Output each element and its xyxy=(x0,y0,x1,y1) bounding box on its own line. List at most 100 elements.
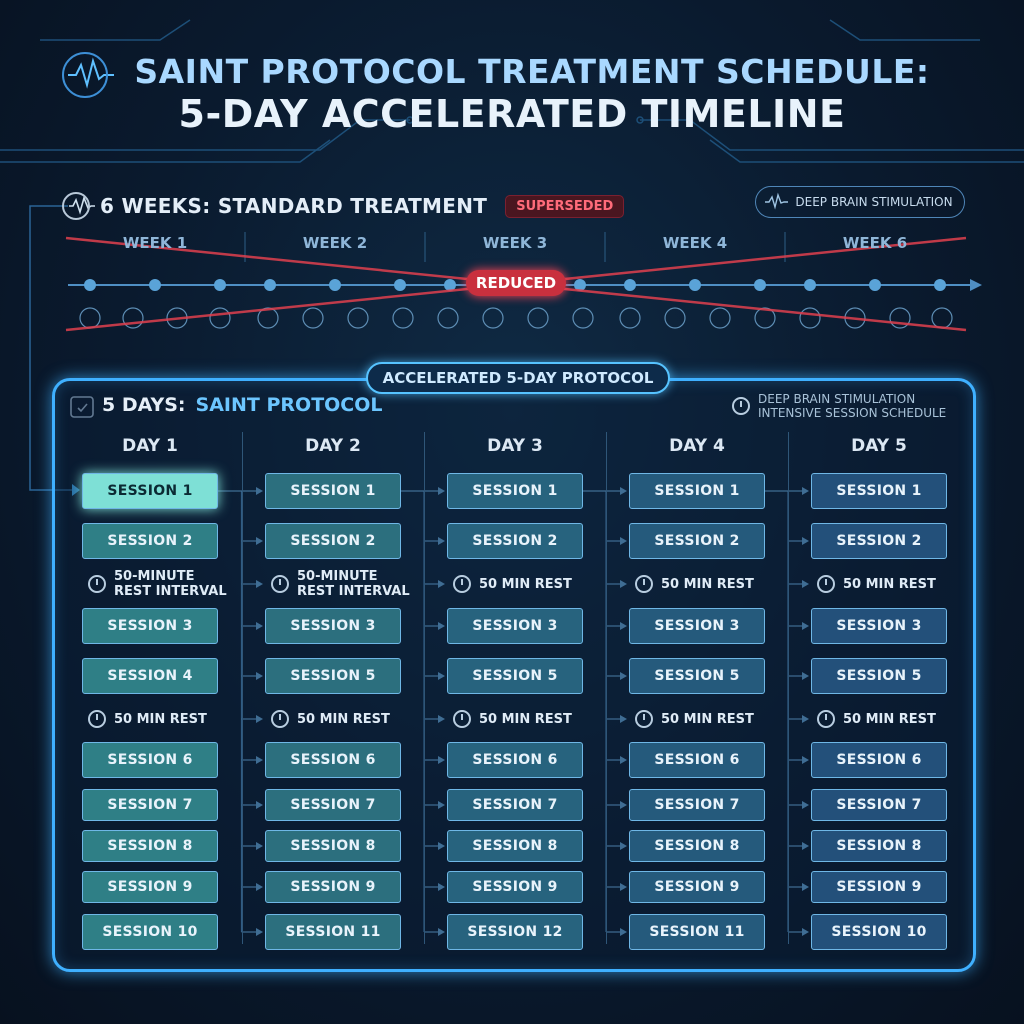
session-box[interactable]: SESSION 6 xyxy=(447,742,583,778)
session-box[interactable]: SESSION 2 xyxy=(82,523,218,559)
brain-icon xyxy=(209,307,231,329)
session-box[interactable]: SESSION 3 xyxy=(629,608,765,644)
rest-label: 50 MIN REST xyxy=(479,576,572,592)
brain-icon xyxy=(527,307,549,329)
session-box[interactable]: SESSION 1 xyxy=(265,473,401,509)
arrow-head xyxy=(620,672,627,680)
rest-interval: 50 MIN REST xyxy=(635,566,754,602)
clock-icon xyxy=(635,575,653,593)
session-box[interactable]: SESSION 3 xyxy=(82,608,218,644)
session-box[interactable]: SESSION 9 xyxy=(82,871,218,903)
session-box[interactable]: SESSION 5 xyxy=(629,658,765,694)
session-box[interactable]: SESSION 3 xyxy=(265,608,401,644)
clock-icon xyxy=(271,575,289,593)
day-name: DAY 1 xyxy=(122,436,178,456)
arrow-head xyxy=(438,801,445,809)
session-box[interactable]: SESSION 9 xyxy=(811,871,947,903)
timeline-node xyxy=(689,279,701,291)
session-box[interactable]: SESSION 1 xyxy=(447,473,583,509)
brain-icon xyxy=(889,307,911,329)
clock-icon xyxy=(635,710,653,728)
brain-icon xyxy=(799,307,821,329)
session-box[interactable]: SESSION 1 xyxy=(82,473,218,509)
week-label: WEEK 3 xyxy=(482,234,548,252)
clock-icon xyxy=(817,575,835,593)
rest-label: 50-MINUTE REST INTERVAL xyxy=(297,569,410,599)
session-box[interactable]: SESSION 8 xyxy=(629,830,765,862)
session-box[interactable]: SESSION 7 xyxy=(629,789,765,821)
arrow-head xyxy=(802,580,809,588)
rest-label: 50 MIN REST xyxy=(114,711,207,727)
brain-icon xyxy=(572,307,594,329)
timeline-node xyxy=(624,279,636,291)
session-box[interactable]: SESSION 8 xyxy=(447,830,583,862)
dbs-pill-label: DEEP BRAIN STIMULATION xyxy=(795,195,953,209)
reduced-badge: REDUCED xyxy=(466,270,566,296)
arrow-head xyxy=(438,672,445,680)
session-box[interactable]: SESSION 11 xyxy=(265,914,401,950)
session-box[interactable]: SESSION 6 xyxy=(82,742,218,778)
dbs-note-line2: INTENSIVE SESSION SCHEDULE xyxy=(758,406,947,420)
session-box[interactable]: SESSION 2 xyxy=(265,523,401,559)
session-box[interactable]: SESSION 3 xyxy=(811,608,947,644)
rest-interval: 50 MIN REST xyxy=(817,701,936,737)
brain-icon xyxy=(257,307,279,329)
arrow-head xyxy=(802,928,809,936)
session-box[interactable]: SESSION 1 xyxy=(629,473,765,509)
session-box[interactable]: SESSION 8 xyxy=(811,830,947,862)
arrow-head xyxy=(256,715,263,723)
session-box[interactable]: SESSION 7 xyxy=(265,789,401,821)
brain-icon xyxy=(931,307,953,329)
arrow-head xyxy=(620,801,627,809)
timeline-node xyxy=(264,279,276,291)
accelerated-protocol-banner: ACCELERATED 5-DAY PROTOCOL xyxy=(366,362,670,394)
session-box[interactable]: SESSION 9 xyxy=(265,871,401,903)
session-box[interactable]: SESSION 8 xyxy=(82,830,218,862)
standard-treatment-title: 6 WEEKS: STANDARD TREATMENT xyxy=(100,194,488,218)
rest-interval: 50 MIN REST xyxy=(817,566,936,602)
arrow-head xyxy=(620,756,627,764)
arrow-head xyxy=(620,487,627,495)
session-box[interactable]: SESSION 11 xyxy=(629,914,765,950)
clock-icon xyxy=(88,710,106,728)
session-box[interactable]: SESSION 6 xyxy=(265,742,401,778)
standard-treatment-header: 6 WEEKS: STANDARD TREATMENT SUPERSEDED xyxy=(62,192,625,220)
session-box[interactable]: SESSION 4 xyxy=(82,658,218,694)
arrow-head xyxy=(620,842,627,850)
session-box[interactable]: SESSION 2 xyxy=(629,523,765,559)
session-box[interactable]: SESSION 2 xyxy=(811,523,947,559)
session-box[interactable]: SESSION 7 xyxy=(811,789,947,821)
session-box[interactable]: SESSION 7 xyxy=(82,789,218,821)
arrow-head xyxy=(438,842,445,850)
arrow-head xyxy=(438,715,445,723)
session-box[interactable]: SESSION 2 xyxy=(447,523,583,559)
session-box[interactable]: SESSION 5 xyxy=(447,658,583,694)
session-box[interactable]: SESSION 9 xyxy=(447,871,583,903)
session-box[interactable]: SESSION 5 xyxy=(265,658,401,694)
arrow-head xyxy=(256,883,263,891)
session-box[interactable]: SESSION 6 xyxy=(811,742,947,778)
arrow-head xyxy=(620,580,627,588)
session-box[interactable]: SESSION 10 xyxy=(82,914,218,950)
session-box[interactable]: SESSION 6 xyxy=(629,742,765,778)
week-label: WEEK 6 xyxy=(842,234,908,252)
session-box[interactable]: SESSION 12 xyxy=(447,914,583,950)
session-box[interactable]: SESSION 3 xyxy=(447,608,583,644)
session-box[interactable]: SESSION 9 xyxy=(629,871,765,903)
session-box[interactable]: SESSION 10 xyxy=(811,914,947,950)
session-box[interactable]: SESSION 1 xyxy=(811,473,947,509)
brain-icon xyxy=(664,307,686,329)
session-box[interactable]: SESSION 5 xyxy=(811,658,947,694)
session-box[interactable]: SESSION 8 xyxy=(265,830,401,862)
arrow-head xyxy=(802,537,809,545)
timeline-node xyxy=(804,279,816,291)
rest-label: 50 MIN REST xyxy=(843,576,936,592)
clock-icon xyxy=(453,575,471,593)
protocol-name: SAINT PROTOCOL xyxy=(195,394,383,416)
arrow-head xyxy=(256,622,263,630)
rest-interval: 50 MIN REST xyxy=(88,701,207,737)
clock-icon xyxy=(817,710,835,728)
dbs-note-line1: DEEP BRAIN STIMULATION xyxy=(758,392,916,406)
rest-label: 50 MIN REST xyxy=(661,576,754,592)
session-box[interactable]: SESSION 7 xyxy=(447,789,583,821)
